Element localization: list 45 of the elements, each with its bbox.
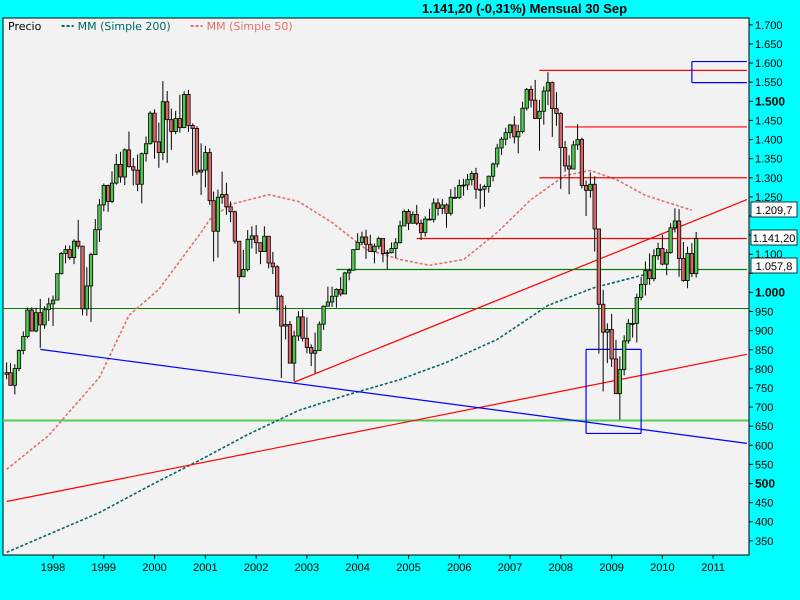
- y-tick-label: 600: [755, 440, 774, 452]
- y-tick-label: 800: [755, 364, 774, 376]
- x-tick-label: 2000: [142, 562, 167, 574]
- text: Precio: [8, 20, 42, 33]
- y-tick-label: 1.350: [755, 154, 783, 166]
- y-tick-label: 1.500: [755, 94, 786, 108]
- text: 1.209,7: [756, 205, 792, 217]
- y-tick-label: 450: [755, 498, 774, 510]
- y-tick-label: 750: [755, 382, 774, 395]
- x-tick-label: 2009: [599, 562, 624, 574]
- y-tick-label: 400: [755, 516, 774, 529]
- x-tick-label: 2010: [650, 562, 675, 574]
- x-tick-label: 2001: [193, 562, 218, 574]
- y-tick-label: 500: [755, 476, 776, 491]
- x-tick-label: 1999: [92, 562, 116, 574]
- y-tick-label: 1.000: [755, 285, 786, 300]
- y-tick-label: 700: [755, 402, 774, 414]
- y-tick-label: 1.400: [755, 134, 783, 147]
- text: 1.141,20: [752, 233, 796, 245]
- legend-label: MM (Simple 200): [78, 20, 171, 33]
- y-tick-label: 1.300: [755, 172, 783, 185]
- x-tick-label: 2006: [447, 562, 472, 574]
- x-tick-label: 2011: [701, 562, 725, 574]
- y-tick-label: 1.450: [755, 115, 783, 128]
- x-tick-label: 2004: [345, 562, 370, 574]
- legend-label: MM (Simple 50): [206, 20, 293, 33]
- y-tick-label: 950: [755, 306, 774, 319]
- x-tick-label: 2003: [294, 562, 320, 574]
- y-tick-label: 1.650: [755, 38, 783, 51]
- x-tick-label: 2002: [244, 562, 268, 574]
- x-tick-label: 2008: [548, 562, 574, 574]
- x-tick-label: 2007: [498, 562, 522, 574]
- y-tick-label: 1.700: [755, 20, 783, 32]
- y-tick-label: 350: [755, 536, 774, 548]
- text: 1.057,8: [756, 261, 792, 273]
- y-tick-label: 550: [755, 459, 774, 472]
- x-tick-label: 1998: [40, 562, 66, 574]
- y-tick-label: 650: [755, 421, 774, 434]
- chart-title: 1.141,20 (-0,31%) Mensual 30 Sep: [422, 1, 628, 16]
- y-tick-label: 1.550: [755, 77, 783, 90]
- y-tick-label: 1.250: [755, 192, 783, 204]
- y-tick-label: 900: [755, 326, 774, 338]
- x-tick-label: 2005: [396, 562, 421, 574]
- y-tick-label: 850: [755, 344, 774, 357]
- y-tick-label: 1.600: [755, 58, 783, 70]
